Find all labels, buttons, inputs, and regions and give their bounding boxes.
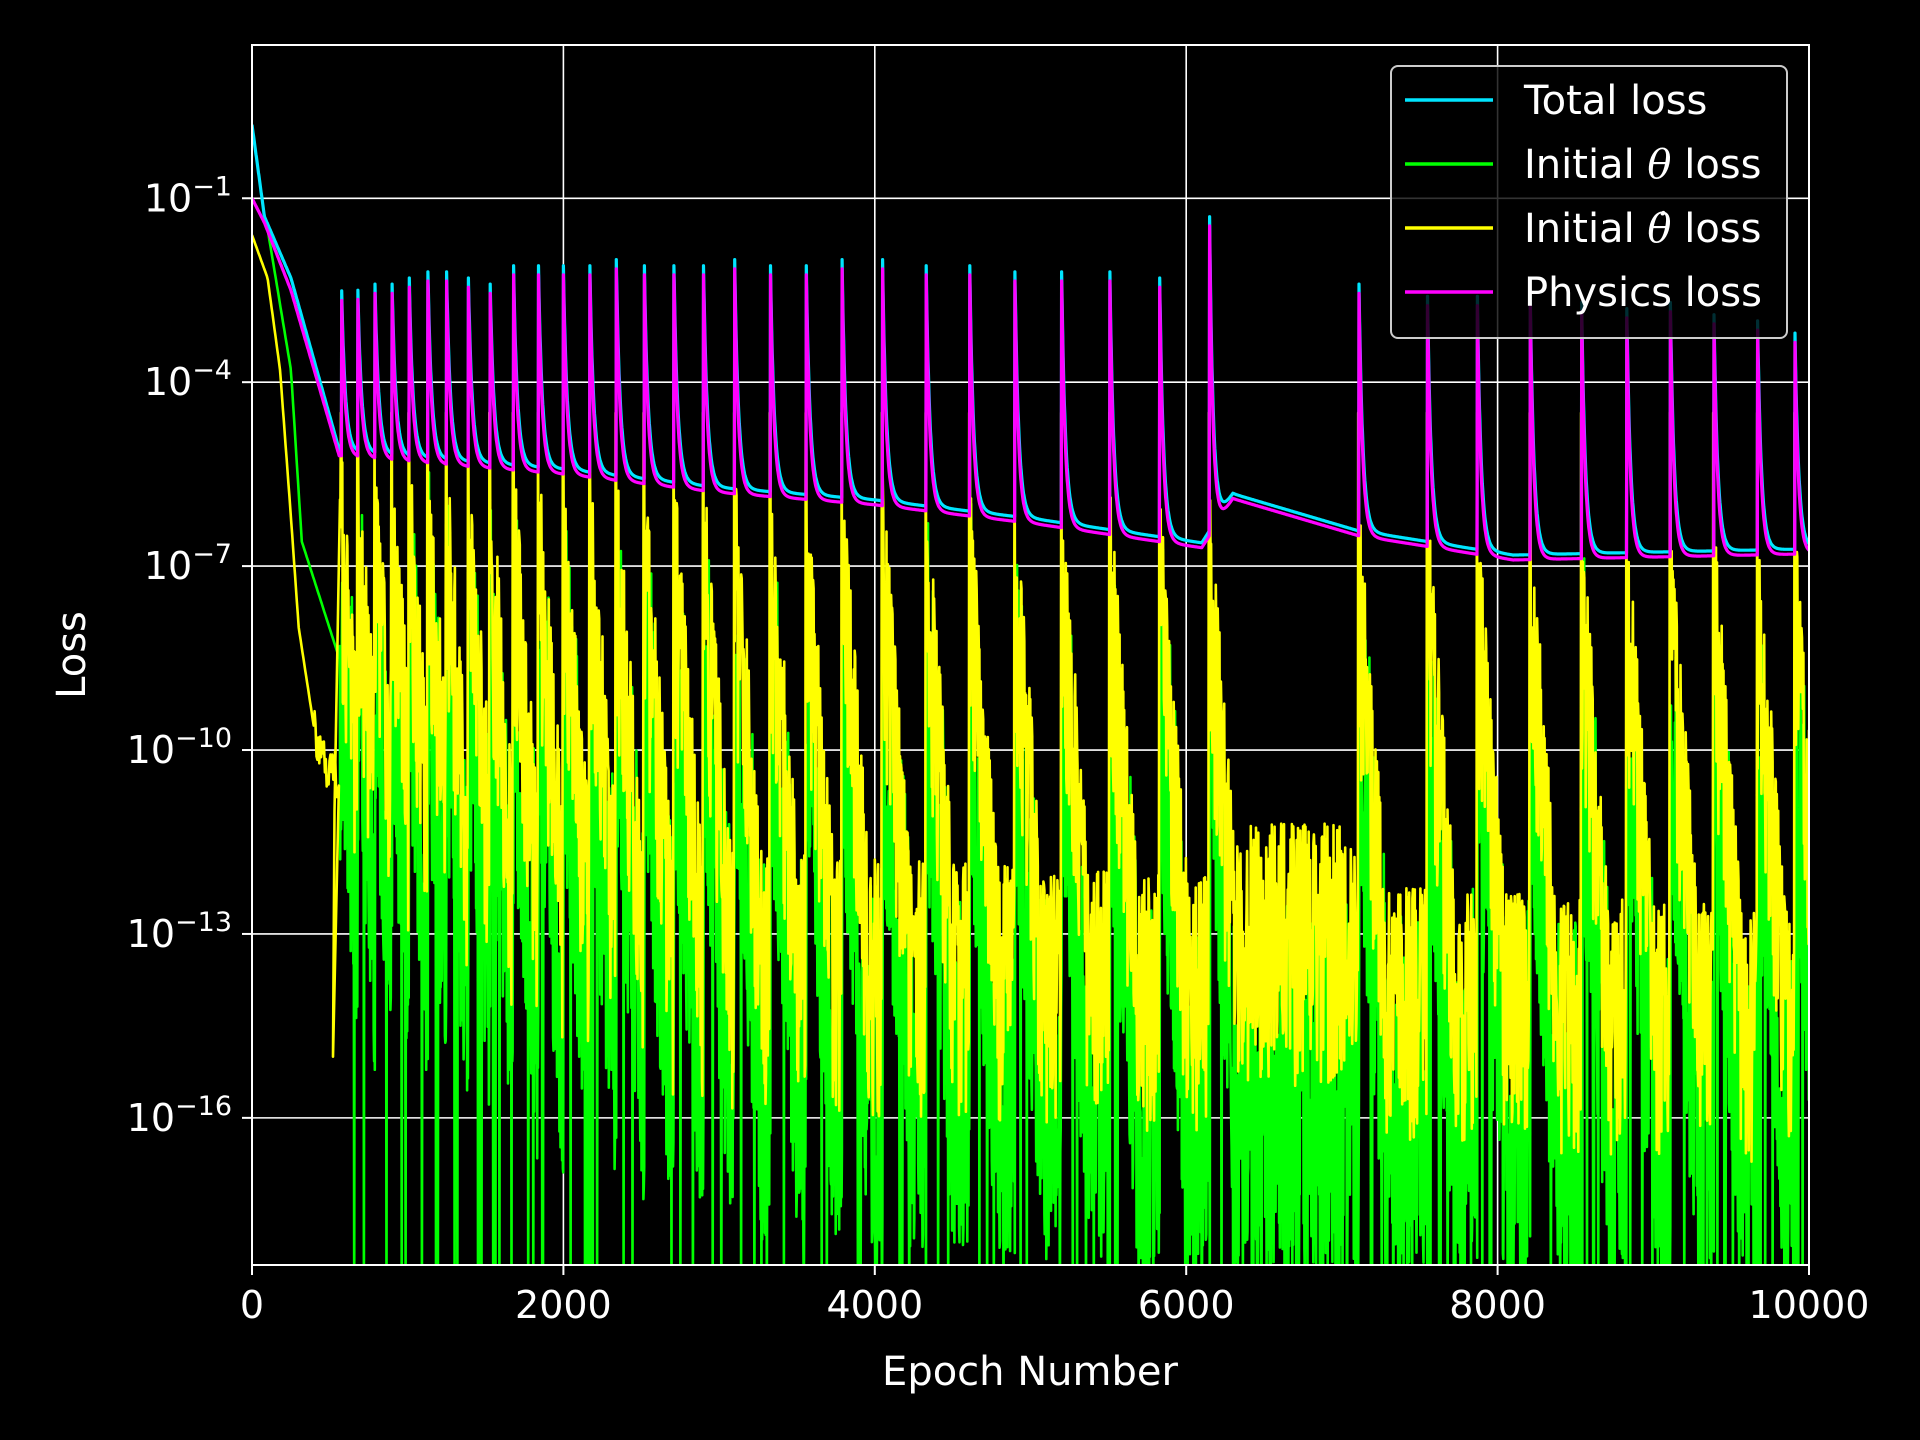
legend-label: Total loss <box>1523 78 1707 124</box>
plot-frame <box>251 44 1810 1266</box>
ticks: 0 2000 4000 6000 8000 10000 10−1 10−4 10−7 10−10 1… <box>127 171 1870 1327</box>
x-tick-label: 8000 <box>1449 1283 1546 1327</box>
y-axis-label: Loss <box>49 611 95 699</box>
x-tick-label: 0 <box>240 1283 264 1327</box>
x-tick-label: 2000 <box>515 1283 612 1327</box>
x-tick-label: 10000 <box>1749 1283 1870 1327</box>
legend: Total loss Initial θ loss Initial θ̇ loss P… <box>1390 65 1788 339</box>
series-physics-loss <box>252 197 1809 562</box>
legend-box <box>1390 65 1788 339</box>
series-total-loss <box>252 124 1809 557</box>
series-initial-theta-dot-loss <box>252 234 1809 1163</box>
series-group <box>252 124 1809 1265</box>
y-tick-label: 10−13 <box>127 907 232 956</box>
y-tick-label: 10−10 <box>127 723 232 772</box>
legend-label: Initial θ̇ loss <box>1524 206 1761 252</box>
y-tick-label: 10−1 <box>144 171 232 220</box>
x-axis-label: Epoch Number <box>882 1349 1178 1395</box>
legend-label: Initial θ loss <box>1524 142 1761 188</box>
legend-label: Physics loss <box>1524 270 1762 316</box>
y-tick-label: 10−4 <box>144 355 232 404</box>
y-tick-label: 10−7 <box>144 539 232 588</box>
x-tick-label: 4000 <box>826 1283 923 1327</box>
y-tick-label: 10−16 <box>127 1091 232 1140</box>
x-tick-label: 6000 <box>1138 1283 1235 1327</box>
